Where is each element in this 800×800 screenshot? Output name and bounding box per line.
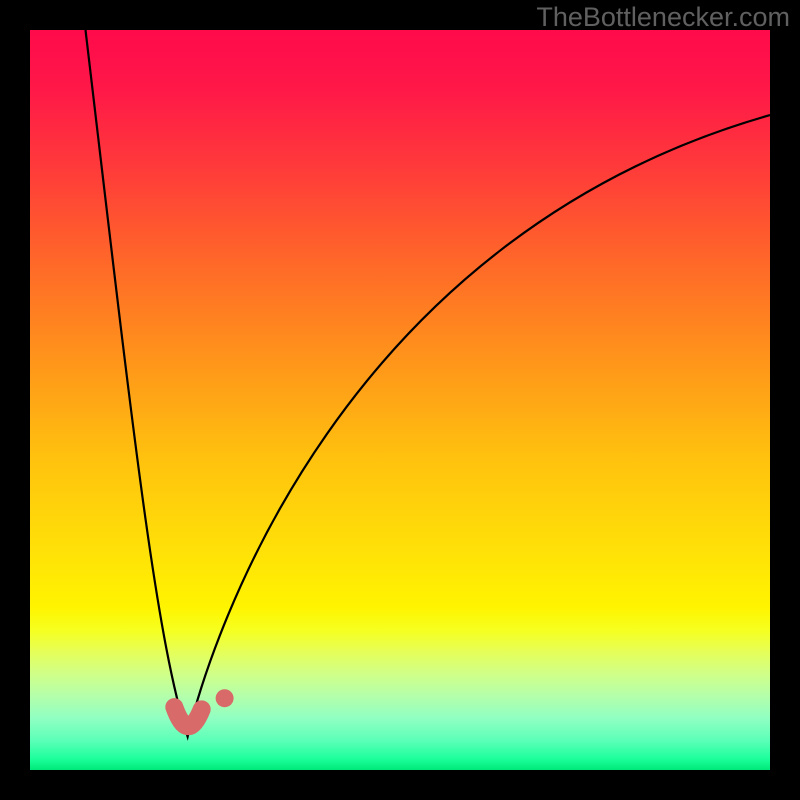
watermark-text[interactable]: TheBottlenecker.com (536, 2, 790, 33)
bottleneck-chart (0, 0, 800, 800)
gradient-background (30, 30, 770, 770)
optimal-point-dot (216, 689, 234, 707)
chart-container: TheBottlenecker.com (0, 0, 800, 800)
